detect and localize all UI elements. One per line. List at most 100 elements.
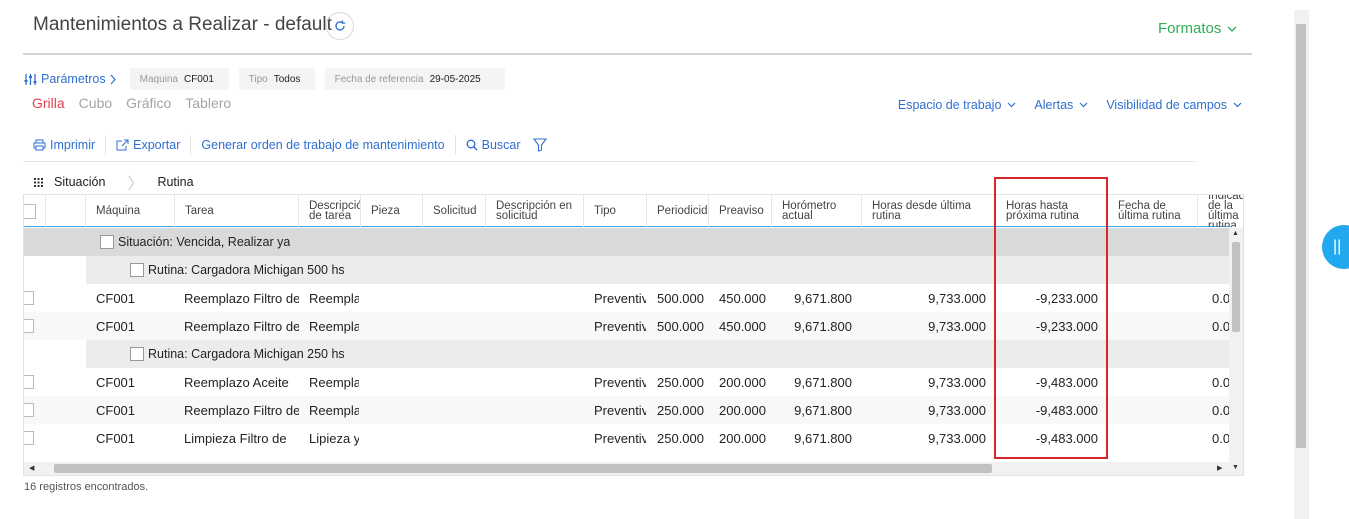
header-preaviso[interactable]: Preaviso [709, 195, 772, 227]
header-descripcion-solicitud[interactable]: Descripción en solicitud [486, 195, 584, 227]
table-row[interactable]: CF001 Limpieza Filtro de Lipieza y Preventi… [24, 424, 1229, 452]
page-scrollbar[interactable] [1294, 10, 1309, 519]
header-descripcion-tarea[interactable]: Descripción de tarea [299, 195, 361, 227]
cell-preaviso: 450.000 [719, 290, 766, 306]
row-checkbox[interactable] [24, 396, 34, 424]
header-maquina[interactable]: Máquina [86, 195, 175, 227]
header-horas-desde[interactable]: Horas desde última rutina [862, 195, 996, 227]
horizontal-scrollbar[interactable]: ◀ ▶ ▼ [24, 462, 1243, 475]
refresh-button[interactable] [326, 12, 354, 40]
formatos-label: Formatos [1158, 20, 1222, 37]
menu-espacio-trabajo[interactable]: Espacio de trabajo [898, 98, 1017, 112]
grip-icon[interactable] [34, 177, 43, 187]
formatos-menu[interactable]: Formatos [1158, 20, 1237, 37]
cell-desde: 9,733.000 [928, 430, 986, 446]
group-separator-icon: 〉 [127, 176, 144, 193]
vertical-scrollbar[interactable]: ▲ [1229, 228, 1243, 464]
table-row[interactable]: CF001 Reemplazo Filtro de Reemplazo Prevent… [24, 396, 1229, 424]
scroll-right-icon[interactable]: ▶ [1217, 465, 1223, 472]
checkbox-icon [24, 403, 34, 417]
cell-horometro: 9,671.800 [794, 290, 852, 306]
group-cell: Situación: Vencida, Realizar ya [100, 228, 290, 256]
group-label: Rutina: Cargadora Michigan 500 hs [148, 263, 345, 277]
cell-ind: 0.0 [1212, 374, 1229, 390]
group-row-rutina-250[interactable]: Rutina: Cargadora Michigan 250 hs [24, 340, 1229, 368]
tab-grilla[interactable]: Grilla [32, 95, 65, 111]
row-checkbox[interactable] [24, 312, 34, 340]
group-row-rutina-500[interactable]: Rutina: Cargadora Michigan 500 hs [24, 256, 1229, 284]
side-panel-toggle[interactable]: || [1322, 225, 1349, 269]
parameters-bar: Parámetros Maquina CF001 Tipo Todos Fecha … [24, 68, 515, 90]
menu-visibilidad-campos[interactable]: Visibilidad de campos [1106, 98, 1242, 112]
cell-desc: Reemplazo [309, 290, 359, 306]
cell-ind: 0.0 [1212, 402, 1229, 418]
print-button[interactable]: Imprimir [33, 135, 107, 155]
scroll-left-icon[interactable]: ◀ [29, 465, 35, 472]
tab-grafico[interactable]: Gráfico [126, 95, 172, 111]
cell-periodicidad: 250.000 [657, 430, 704, 446]
scroll-up-icon[interactable]: ▲ [1232, 230, 1239, 237]
cell-maquina: CF001 [96, 402, 136, 418]
checkbox-icon [24, 319, 34, 333]
cell-desde: 9,733.000 [928, 290, 986, 306]
filter-icon[interactable] [532, 138, 547, 152]
grid-body: Situación: Vencida, Realizar ya Rutina: … [24, 228, 1229, 464]
tab-tablero[interactable]: Tablero [185, 95, 232, 111]
row-checkbox[interactable] [24, 284, 34, 312]
group-cell: Rutina: Cargadora Michigan 250 hs [130, 340, 345, 368]
cell-hasta: -9,483.000 [1035, 430, 1098, 446]
chip-value: CF001 [183, 73, 214, 85]
header-tipo[interactable]: Tipo [584, 195, 647, 227]
cell-tarea: Reemplazo Aceite [184, 374, 289, 390]
search-label: Buscar [481, 138, 521, 152]
horizontal-scroll-thumb[interactable] [54, 464, 992, 473]
page-title: Mantenimientos a Realizar - default [33, 14, 332, 35]
chip-maquina[interactable]: Maquina CF001 [129, 68, 229, 90]
search-button[interactable]: Buscar [466, 135, 527, 155]
table-row[interactable]: CF001 Reemplazo Filtro de Reemplazo Prevent… [24, 284, 1229, 312]
row-checkbox[interactable] [24, 368, 34, 396]
header-tarea[interactable]: Tarea [175, 195, 299, 227]
header-indicador[interactable]: Indicador de la última rutina [1198, 195, 1243, 227]
vertical-scroll-thumb[interactable] [1232, 242, 1240, 332]
checkbox-icon [24, 431, 34, 445]
group-situacion[interactable]: Situación [54, 175, 106, 189]
export-button[interactable]: Exportar [116, 135, 192, 155]
cell-tipo: Preventivo [594, 430, 646, 446]
menu-alertas[interactable]: Alertas [1034, 98, 1088, 112]
scroll-down-icon[interactable]: ▼ [1232, 464, 1239, 471]
printer-icon [33, 139, 46, 151]
cell-preaviso: 200.000 [719, 430, 766, 446]
chip-fecha-referencia[interactable]: Fecha de referencia 29-05-2025 [324, 68, 505, 90]
table-row[interactable]: CF001 Reemplazo Filtro de Reemplazo Prevent… [24, 312, 1229, 340]
cell-ind: 0.0 [1212, 318, 1229, 334]
expand-box-icon[interactable] [130, 347, 144, 361]
header-fecha-ultima[interactable]: Fecha de última rutina [1108, 195, 1198, 227]
generate-work-order-button[interactable]: Generar orden de trabajo de mantenimient… [201, 135, 456, 155]
cell-tipo: Preventivo [594, 374, 646, 390]
expand-box-icon[interactable] [130, 263, 144, 277]
tab-cubo[interactable]: Cubo [78, 95, 113, 111]
pause-icon: || [1333, 238, 1342, 255]
table-row[interactable]: CF001 Reemplazo Aceite Reemplazo Preventivo… [24, 368, 1229, 396]
menu-label: Alertas [1034, 98, 1074, 112]
header-solicitud[interactable]: Solicitud [423, 195, 486, 227]
cell-hasta: -9,483.000 [1035, 374, 1098, 390]
row-checkbox[interactable] [24, 424, 34, 452]
group-rutina[interactable]: Rutina [157, 175, 194, 189]
header-periodicidad[interactable]: Periodicidad [647, 195, 709, 227]
header-col-1 [46, 195, 86, 227]
chip-tipo[interactable]: Tipo Todos [238, 68, 315, 90]
parameters-link[interactable]: Parámetros [24, 72, 116, 86]
header-pieza[interactable]: Pieza [361, 195, 423, 227]
cell-tarea: Limpieza Filtro de [184, 430, 287, 446]
page-scroll-thumb[interactable] [1296, 24, 1306, 448]
cell-preaviso: 450.000 [719, 318, 766, 334]
header-horometro[interactable]: Horómetro actual [772, 195, 862, 227]
group-row-situacion[interactable]: Situación: Vencida, Realizar ya [24, 228, 1229, 256]
expand-box-icon[interactable] [100, 235, 114, 249]
group-cell: Rutina: Cargadora Michigan 500 hs [130, 256, 345, 284]
cell-tipo: Preventivo [594, 402, 646, 418]
chip-label: Tipo [248, 73, 268, 85]
header-select-all[interactable] [24, 195, 46, 227]
